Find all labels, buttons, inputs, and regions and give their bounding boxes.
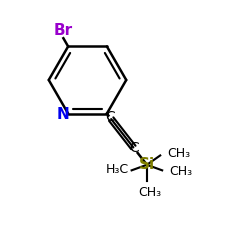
- Text: CH₃: CH₃: [169, 165, 192, 178]
- Text: N: N: [56, 107, 69, 122]
- Text: C: C: [105, 110, 115, 124]
- Text: C: C: [129, 141, 139, 155]
- Text: CH₃: CH₃: [138, 186, 161, 198]
- Text: H₃C: H₃C: [106, 163, 128, 176]
- Text: CH₃: CH₃: [168, 147, 191, 160]
- Text: Si: Si: [139, 157, 155, 172]
- Text: Br: Br: [54, 23, 73, 38]
